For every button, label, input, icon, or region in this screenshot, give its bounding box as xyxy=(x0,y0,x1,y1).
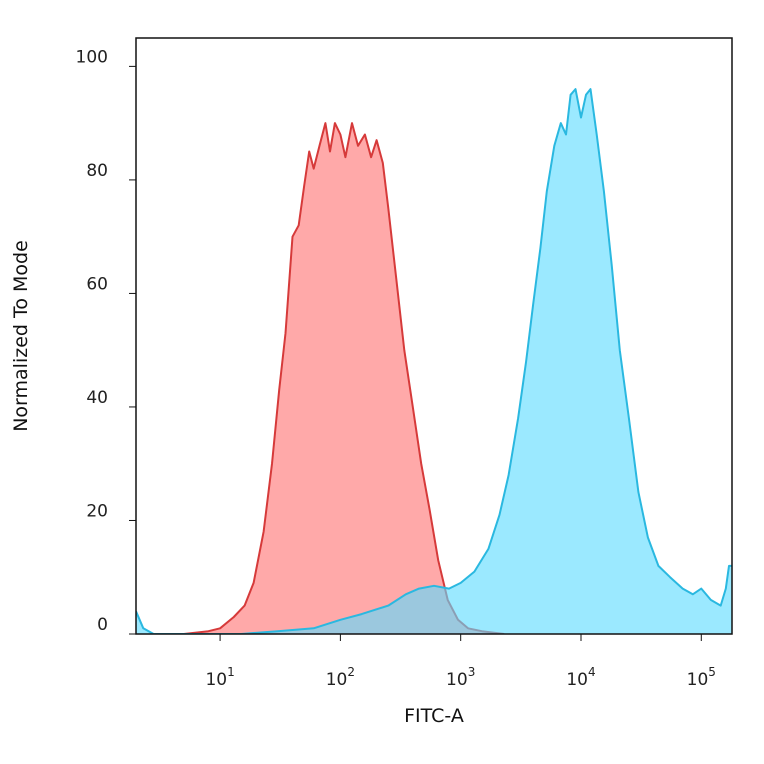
series-2-line xyxy=(136,88,732,634)
plot-frame xyxy=(135,37,733,635)
x-tick-label: 103 xyxy=(446,665,475,690)
x-tick-label: 104 xyxy=(566,665,595,690)
series-1-line xyxy=(183,122,505,634)
y-tick-label: 20 xyxy=(86,501,108,521)
y-tick-label: 60 xyxy=(86,274,108,294)
x-tick-label: 101 xyxy=(205,665,234,690)
series-layer xyxy=(136,88,732,634)
y-tick-label: 100 xyxy=(76,47,108,67)
x-axis-ticks: 101 102 103 104 105 xyxy=(205,634,716,690)
x-tick-label: 105 xyxy=(687,665,716,690)
series-2-area xyxy=(136,89,732,634)
series-1-area xyxy=(183,123,505,634)
y-tick-label: 0 xyxy=(97,615,108,635)
y-axis-title: Normalized To Mode xyxy=(10,240,32,432)
y-tick-label: 80 xyxy=(86,161,108,181)
y-tick-label: 40 xyxy=(86,388,108,408)
x-tick-label: 102 xyxy=(326,665,355,690)
y-axis-ticks: 0 20 40 60 80 100 xyxy=(76,47,136,635)
x-axis-title: FITC-A xyxy=(404,705,464,727)
